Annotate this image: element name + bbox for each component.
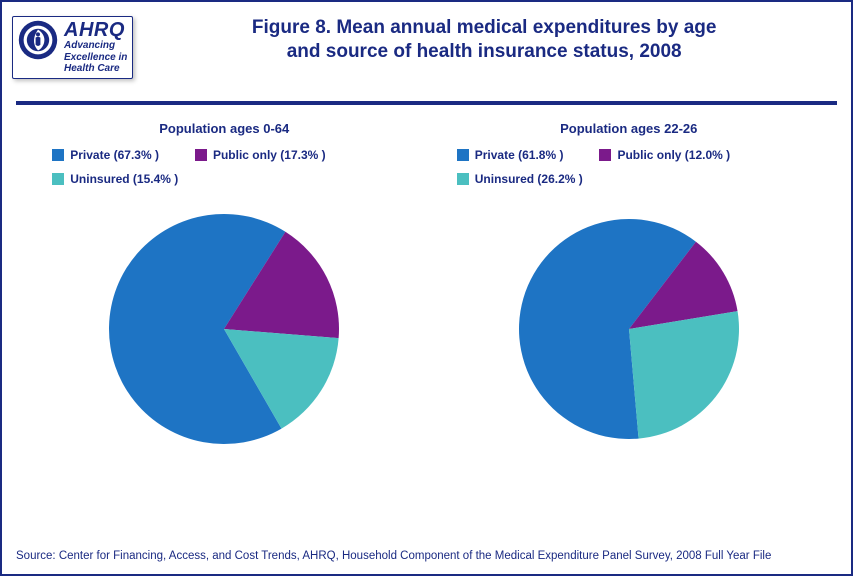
ahrq-logo: AHRQ Advancing Excellence in Health Care (64, 20, 127, 75)
ahrq-tag-3: Health Care (64, 64, 127, 75)
chart-left: Population ages 0-64 Private (67.3% ) Pub… (34, 121, 414, 454)
legend-item-uninsured: Uninsured (26.2% ) (457, 172, 583, 186)
legend-item-private: Private (67.3% ) (52, 148, 159, 162)
ahrq-tag-1: Advancing (64, 41, 127, 52)
ahrq-tag-2: Excellence in (64, 53, 127, 64)
chart-left-title: Population ages 0-64 (34, 121, 414, 136)
chart-left-pie: $3,183$3,731$1,041 (99, 204, 349, 454)
figure-title-line1: Figure 8. Mean annual medical expenditur… (133, 16, 835, 40)
legend-label-private: Private (61.8% ) (475, 148, 564, 162)
legend-swatch-private (457, 149, 469, 161)
header: AHRQ Advancing Excellence in Health Care… (2, 2, 851, 79)
legend-label-uninsured: Uninsured (26.2% ) (475, 172, 583, 186)
charts-row: Population ages 0-64 Private (67.3% ) Pub… (2, 105, 851, 454)
chart-right-pie: $1,959$3,546$605 (504, 204, 754, 454)
chart-right-legend: Private (61.8% ) Public only (12.0% ) Unin… (439, 148, 819, 186)
source-citation: Source: Center for Financing, Access, an… (16, 550, 771, 562)
legend-swatch-uninsured (457, 173, 469, 185)
legend-label-public: Public only (17.3% ) (213, 148, 326, 162)
legend-label-private: Private (67.3% ) (70, 148, 159, 162)
legend-swatch-public (599, 149, 611, 161)
legend-swatch-private (52, 149, 64, 161)
legend-label-uninsured: Uninsured (15.4% ) (70, 172, 178, 186)
ahrq-name: AHRQ (64, 20, 127, 40)
hhs-logo-icon (18, 20, 58, 60)
legend-swatch-uninsured (52, 173, 64, 185)
pie-slice-uninsured (629, 311, 739, 438)
pie-svg (99, 204, 349, 454)
logo-block: AHRQ Advancing Excellence in Health Care (12, 16, 133, 79)
figure-frame: AHRQ Advancing Excellence in Health Care… (0, 0, 853, 576)
legend-item-public: Public only (17.3% ) (195, 148, 326, 162)
figure-title-line2: and source of health insurance status, 2… (133, 40, 835, 64)
chart-left-legend: Private (67.3% ) Public only (17.3% ) Unin… (34, 148, 414, 186)
legend-label-public: Public only (12.0% ) (617, 148, 730, 162)
chart-right: Population ages 22-26 Private (61.8% ) Pu… (439, 121, 819, 454)
legend-item-uninsured: Uninsured (15.4% ) (52, 172, 178, 186)
figure-title: Figure 8. Mean annual medical expenditur… (133, 10, 835, 64)
legend-item-public: Public only (12.0% ) (599, 148, 730, 162)
pie-svg (504, 204, 754, 454)
legend-swatch-public (195, 149, 207, 161)
chart-right-title: Population ages 22-26 (439, 121, 819, 136)
legend-item-private: Private (61.8% ) (457, 148, 564, 162)
